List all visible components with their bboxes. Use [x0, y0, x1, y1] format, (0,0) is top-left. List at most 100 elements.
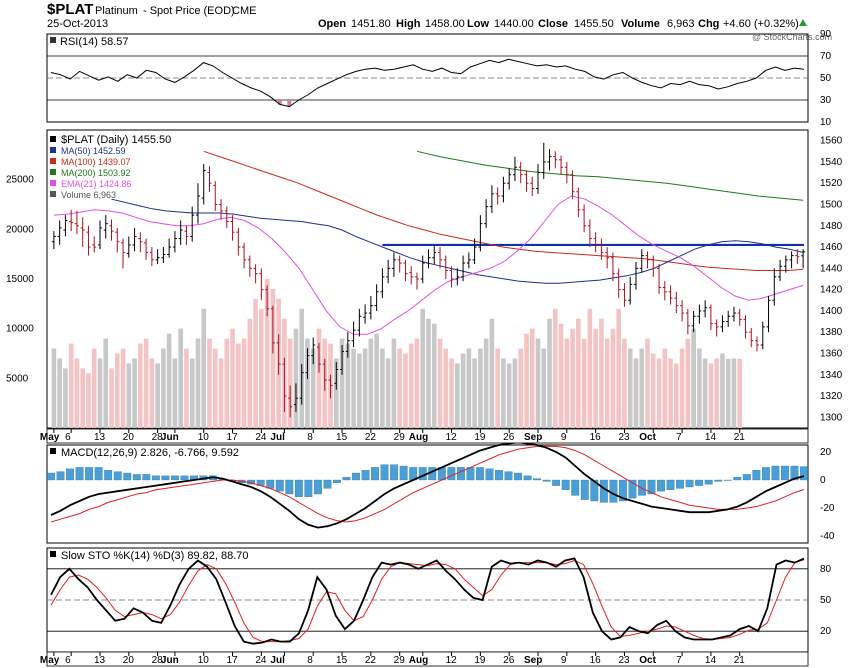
macd-histogram-bar [695, 479, 704, 486]
volume-bar [622, 338, 627, 428]
price-bar [685, 308, 690, 335]
volume-bar [51, 348, 57, 428]
price-bar [691, 310, 696, 333]
price-bar [190, 206, 195, 242]
price-bar [69, 209, 74, 232]
bottom-x-tick-label: 17 [227, 655, 239, 666]
price-bar [247, 255, 252, 277]
price-bar [432, 244, 437, 265]
price-bar [322, 358, 327, 391]
legend-entry: $PLAT (Daily) 1455.50 [61, 134, 171, 146]
price-bar [720, 315, 725, 333]
macd-histogram-bar [304, 479, 313, 497]
legend-entry: Volume 6,963 [61, 190, 116, 200]
sto-tick-label: 20 [820, 626, 832, 637]
volume-bar [639, 348, 645, 428]
macd-histogram-bar [94, 467, 103, 481]
price-bar [414, 272, 419, 290]
price-bar [311, 337, 316, 365]
price-bar [547, 149, 552, 171]
price-bar [668, 285, 673, 305]
price-bar [380, 268, 385, 299]
macd-histogram-bar [456, 467, 465, 481]
bottom-x-tick-label: Sep [524, 655, 542, 666]
volume-value: 6,963 [667, 18, 695, 30]
volume-bar [230, 328, 235, 428]
volume-bar [674, 363, 679, 428]
volume-bar [627, 348, 633, 428]
price-bar [213, 181, 218, 211]
price-tick-label: 1520 [820, 178, 843, 189]
volume-bar [529, 328, 535, 428]
price-bar [172, 231, 177, 253]
volume-bar [368, 338, 374, 428]
price-bar [374, 284, 379, 311]
macd-histogram-bar [352, 472, 360, 481]
bottom-x-tick-label: 9 [561, 655, 567, 666]
price-bar [484, 199, 489, 228]
volume-tick-label: 15000 [6, 274, 34, 285]
rsi-line [50, 58, 805, 108]
rsi-tick-label: 90 [820, 29, 832, 40]
volume-bar [656, 358, 662, 428]
volume-bar [63, 368, 68, 428]
macd-histogram-bar [447, 467, 456, 481]
bottom-x-tick-label: 15 [336, 655, 348, 666]
volume-bar [333, 358, 339, 428]
price-bar [224, 206, 229, 228]
legend-swatch [50, 147, 56, 153]
volume-bar [103, 338, 109, 428]
price-tick-label: 1340 [820, 370, 843, 381]
macd-histogram-bar [361, 470, 370, 481]
price-bar [219, 199, 224, 220]
bottom-x-tick-label: 21 [734, 655, 746, 666]
price-bar [74, 210, 79, 235]
volume-bar [155, 363, 160, 428]
price-bar [155, 249, 160, 265]
volume-bar [581, 338, 587, 428]
price-bar [357, 308, 362, 337]
volume-bar [86, 373, 91, 428]
price-bar [299, 364, 304, 405]
price-bar [662, 281, 667, 301]
sto-panel: 80 50 20 Slow STO %K(14) %D(3) 89.82, 88.70 [46, 547, 832, 653]
bottom-x-tick-label: 19 [474, 655, 486, 666]
change-value: +4.60 (+0.32%) [723, 18, 799, 30]
price-x-tick-label: 14 [705, 432, 717, 443]
bottom-x-axis-band [46, 651, 809, 667]
bottom-x-tick-label: 8 [307, 655, 313, 666]
volume-bar [408, 343, 414, 428]
sto-tick-label: 50 [820, 595, 832, 606]
volume-bar [593, 328, 598, 428]
price-bar [789, 251, 794, 269]
macd-tick-label: 20 [820, 447, 832, 458]
volume-bar [633, 358, 639, 428]
macd-histogram-bar [380, 464, 389, 481]
price-bar [766, 296, 771, 333]
price-bar [265, 285, 270, 317]
macd-histogram-bar [599, 479, 608, 503]
volume-bar [720, 353, 725, 428]
volume-bar [218, 358, 224, 428]
price-bar [207, 166, 212, 192]
bottom-x-tick-label: 20 [123, 655, 135, 666]
price-bar [340, 344, 345, 375]
volume-bar [518, 348, 524, 428]
price-bar [288, 385, 293, 418]
price-x-axis-band [46, 428, 809, 444]
macd-histogram-bar [742, 474, 751, 481]
price-bar [489, 185, 494, 214]
price-tick-label: 1380 [820, 327, 843, 338]
macd-histogram-bar [647, 479, 656, 495]
price-bar [149, 247, 154, 267]
price-bar [282, 357, 287, 413]
volume-bar [489, 318, 495, 428]
price-bar [639, 249, 644, 273]
macd-histogram-bar [466, 467, 475, 481]
macd-histogram-bar [151, 475, 160, 481]
price-x-tick-label: 19 [474, 432, 486, 443]
macd-histogram-bar [685, 479, 694, 488]
price-bar [680, 300, 685, 322]
price-bar [553, 151, 558, 169]
price-bar [455, 268, 460, 286]
